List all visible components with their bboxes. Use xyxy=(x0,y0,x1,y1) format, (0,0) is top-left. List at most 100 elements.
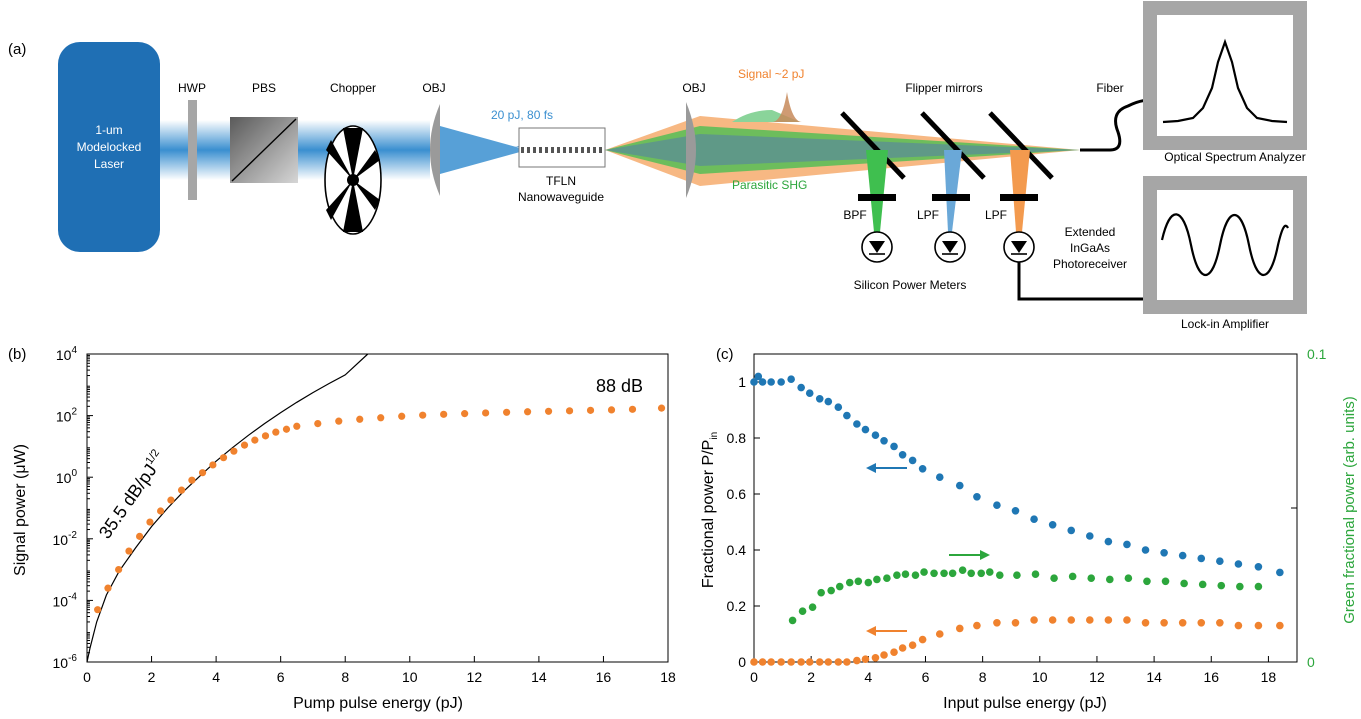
detector-label-line1: Extended xyxy=(1065,225,1116,239)
osa-spectrum-trace xyxy=(1162,38,1288,124)
green-data-point xyxy=(1124,574,1133,583)
focusing-beam xyxy=(440,126,520,174)
flipper-mirror-1 xyxy=(840,111,906,180)
laser-label-line3: Laser xyxy=(94,157,124,171)
fiber-cable xyxy=(1080,98,1151,152)
signal-data-point xyxy=(440,410,448,418)
lockin-cable xyxy=(1017,262,1148,301)
orange-data-point xyxy=(955,624,964,633)
blue-data-point xyxy=(787,375,795,384)
blue-data-point xyxy=(824,397,833,406)
blue-data-point xyxy=(1030,515,1038,523)
pbs-diagonal xyxy=(231,118,297,182)
green-data-point xyxy=(845,578,854,587)
plot-b-axis-ticks: 0 2 4 6 8 10 12 14 16 18 10-6 10-4 10-2 100 102 104 xyxy=(53,345,676,685)
orange-arrowhead-icon xyxy=(866,626,876,636)
orange-data-point xyxy=(1011,619,1020,627)
signal-data-point xyxy=(94,606,102,614)
photodiode-icon-1 xyxy=(861,231,893,263)
y-tick-label: 102 xyxy=(56,407,78,425)
x-tick-label: 12 xyxy=(1089,669,1105,685)
orange-data-point xyxy=(880,651,888,659)
orange-data-point xyxy=(1086,616,1094,624)
panel-a-label: (a) xyxy=(8,41,26,58)
signal-data-point xyxy=(219,454,228,462)
lockin-frame xyxy=(1143,176,1307,314)
orange-data-point xyxy=(824,658,833,666)
objective-in-lens xyxy=(430,104,440,196)
orange-data-point xyxy=(973,621,981,630)
objective-out-lens xyxy=(686,102,696,198)
orange-data-point xyxy=(843,658,851,666)
blue-data-point xyxy=(1197,554,1206,563)
orange-data-point xyxy=(993,619,1001,627)
signal-data-point xyxy=(544,407,553,415)
green-data-point xyxy=(788,616,797,625)
plot-c-frame xyxy=(753,353,1298,663)
blue-data-point xyxy=(935,473,944,482)
signal-data-point xyxy=(482,409,490,417)
orange-data-point xyxy=(767,658,775,666)
blue-data-point xyxy=(1178,551,1187,560)
orange-data-point xyxy=(898,644,907,652)
green-data-point xyxy=(967,569,975,578)
blue-data-point xyxy=(1086,532,1094,540)
signal-data-point xyxy=(282,425,291,433)
plot-c-xlabel: Input pulse energy (pJ) xyxy=(943,695,1107,712)
hwp-plate xyxy=(188,100,197,200)
blue-data-point xyxy=(758,378,767,386)
green-data-point xyxy=(1161,577,1170,586)
blue-data-point xyxy=(777,378,785,386)
flipper-mirror-3 xyxy=(988,111,1054,180)
x-tick-label: 12 xyxy=(467,669,483,685)
orange-data-point xyxy=(805,658,814,666)
green-data-point xyxy=(995,571,1004,579)
blue-data-point xyxy=(1104,537,1113,546)
signal-data-point xyxy=(115,566,123,574)
blue-data-point xyxy=(1276,568,1284,577)
y-tick-label: 100 xyxy=(56,468,78,486)
blue-data-point xyxy=(890,442,898,451)
x-tick-label: 8 xyxy=(979,669,987,685)
green-data-point xyxy=(1217,581,1226,590)
green-data-point xyxy=(940,569,948,578)
orange-data-point xyxy=(1048,616,1057,624)
panel-c-label: (c) xyxy=(716,346,734,363)
orange-data-point xyxy=(1197,619,1206,627)
signal-data-point xyxy=(156,507,165,515)
detector-label-line2: InGaAs xyxy=(1070,241,1110,255)
signal-data-point xyxy=(198,469,207,477)
orange-data-point xyxy=(1104,616,1113,624)
signal-data-point xyxy=(240,441,249,449)
y-tick-label: 10-6 xyxy=(53,653,78,671)
blue-data-point xyxy=(843,411,851,420)
pbs-label: PBS xyxy=(252,81,276,95)
bpf-filter xyxy=(858,194,896,201)
tfln-label-line1: TFLN xyxy=(546,174,576,188)
green-data-point xyxy=(1254,582,1263,591)
blue-data-point xyxy=(834,403,843,412)
blue-data-point xyxy=(1254,563,1263,571)
svg-text:35.5 dB/pJ1/2: 35.5 dB/pJ1/2 xyxy=(94,447,169,542)
chopper-label: Chopper xyxy=(330,81,376,95)
blue-data-point xyxy=(908,456,917,465)
signal-data-point xyxy=(104,584,112,592)
green-data-point xyxy=(1013,571,1021,579)
lockin-sine-trace xyxy=(1160,213,1289,277)
plot-c-ylabel-right: Green fractional power (arb. units) xyxy=(1341,396,1358,624)
green-data-point xyxy=(1068,572,1077,581)
detector-label-line3: Photoreceiver xyxy=(1053,257,1127,271)
signal-data-point xyxy=(293,422,301,430)
gain-annotation: 88 dB xyxy=(596,376,643,396)
signal-data-point xyxy=(657,404,666,412)
green-data-point xyxy=(854,577,863,586)
orange-data-point xyxy=(777,658,785,666)
x-tick-label: 8 xyxy=(341,669,349,685)
signal-data-point xyxy=(335,417,343,425)
x-tick-label: 18 xyxy=(660,669,676,685)
green-data-point xyxy=(1087,574,1096,583)
green-data-point xyxy=(864,578,873,587)
signal-data-point xyxy=(586,406,595,414)
green-data-point xyxy=(920,568,928,576)
green-data-point xyxy=(901,570,910,579)
